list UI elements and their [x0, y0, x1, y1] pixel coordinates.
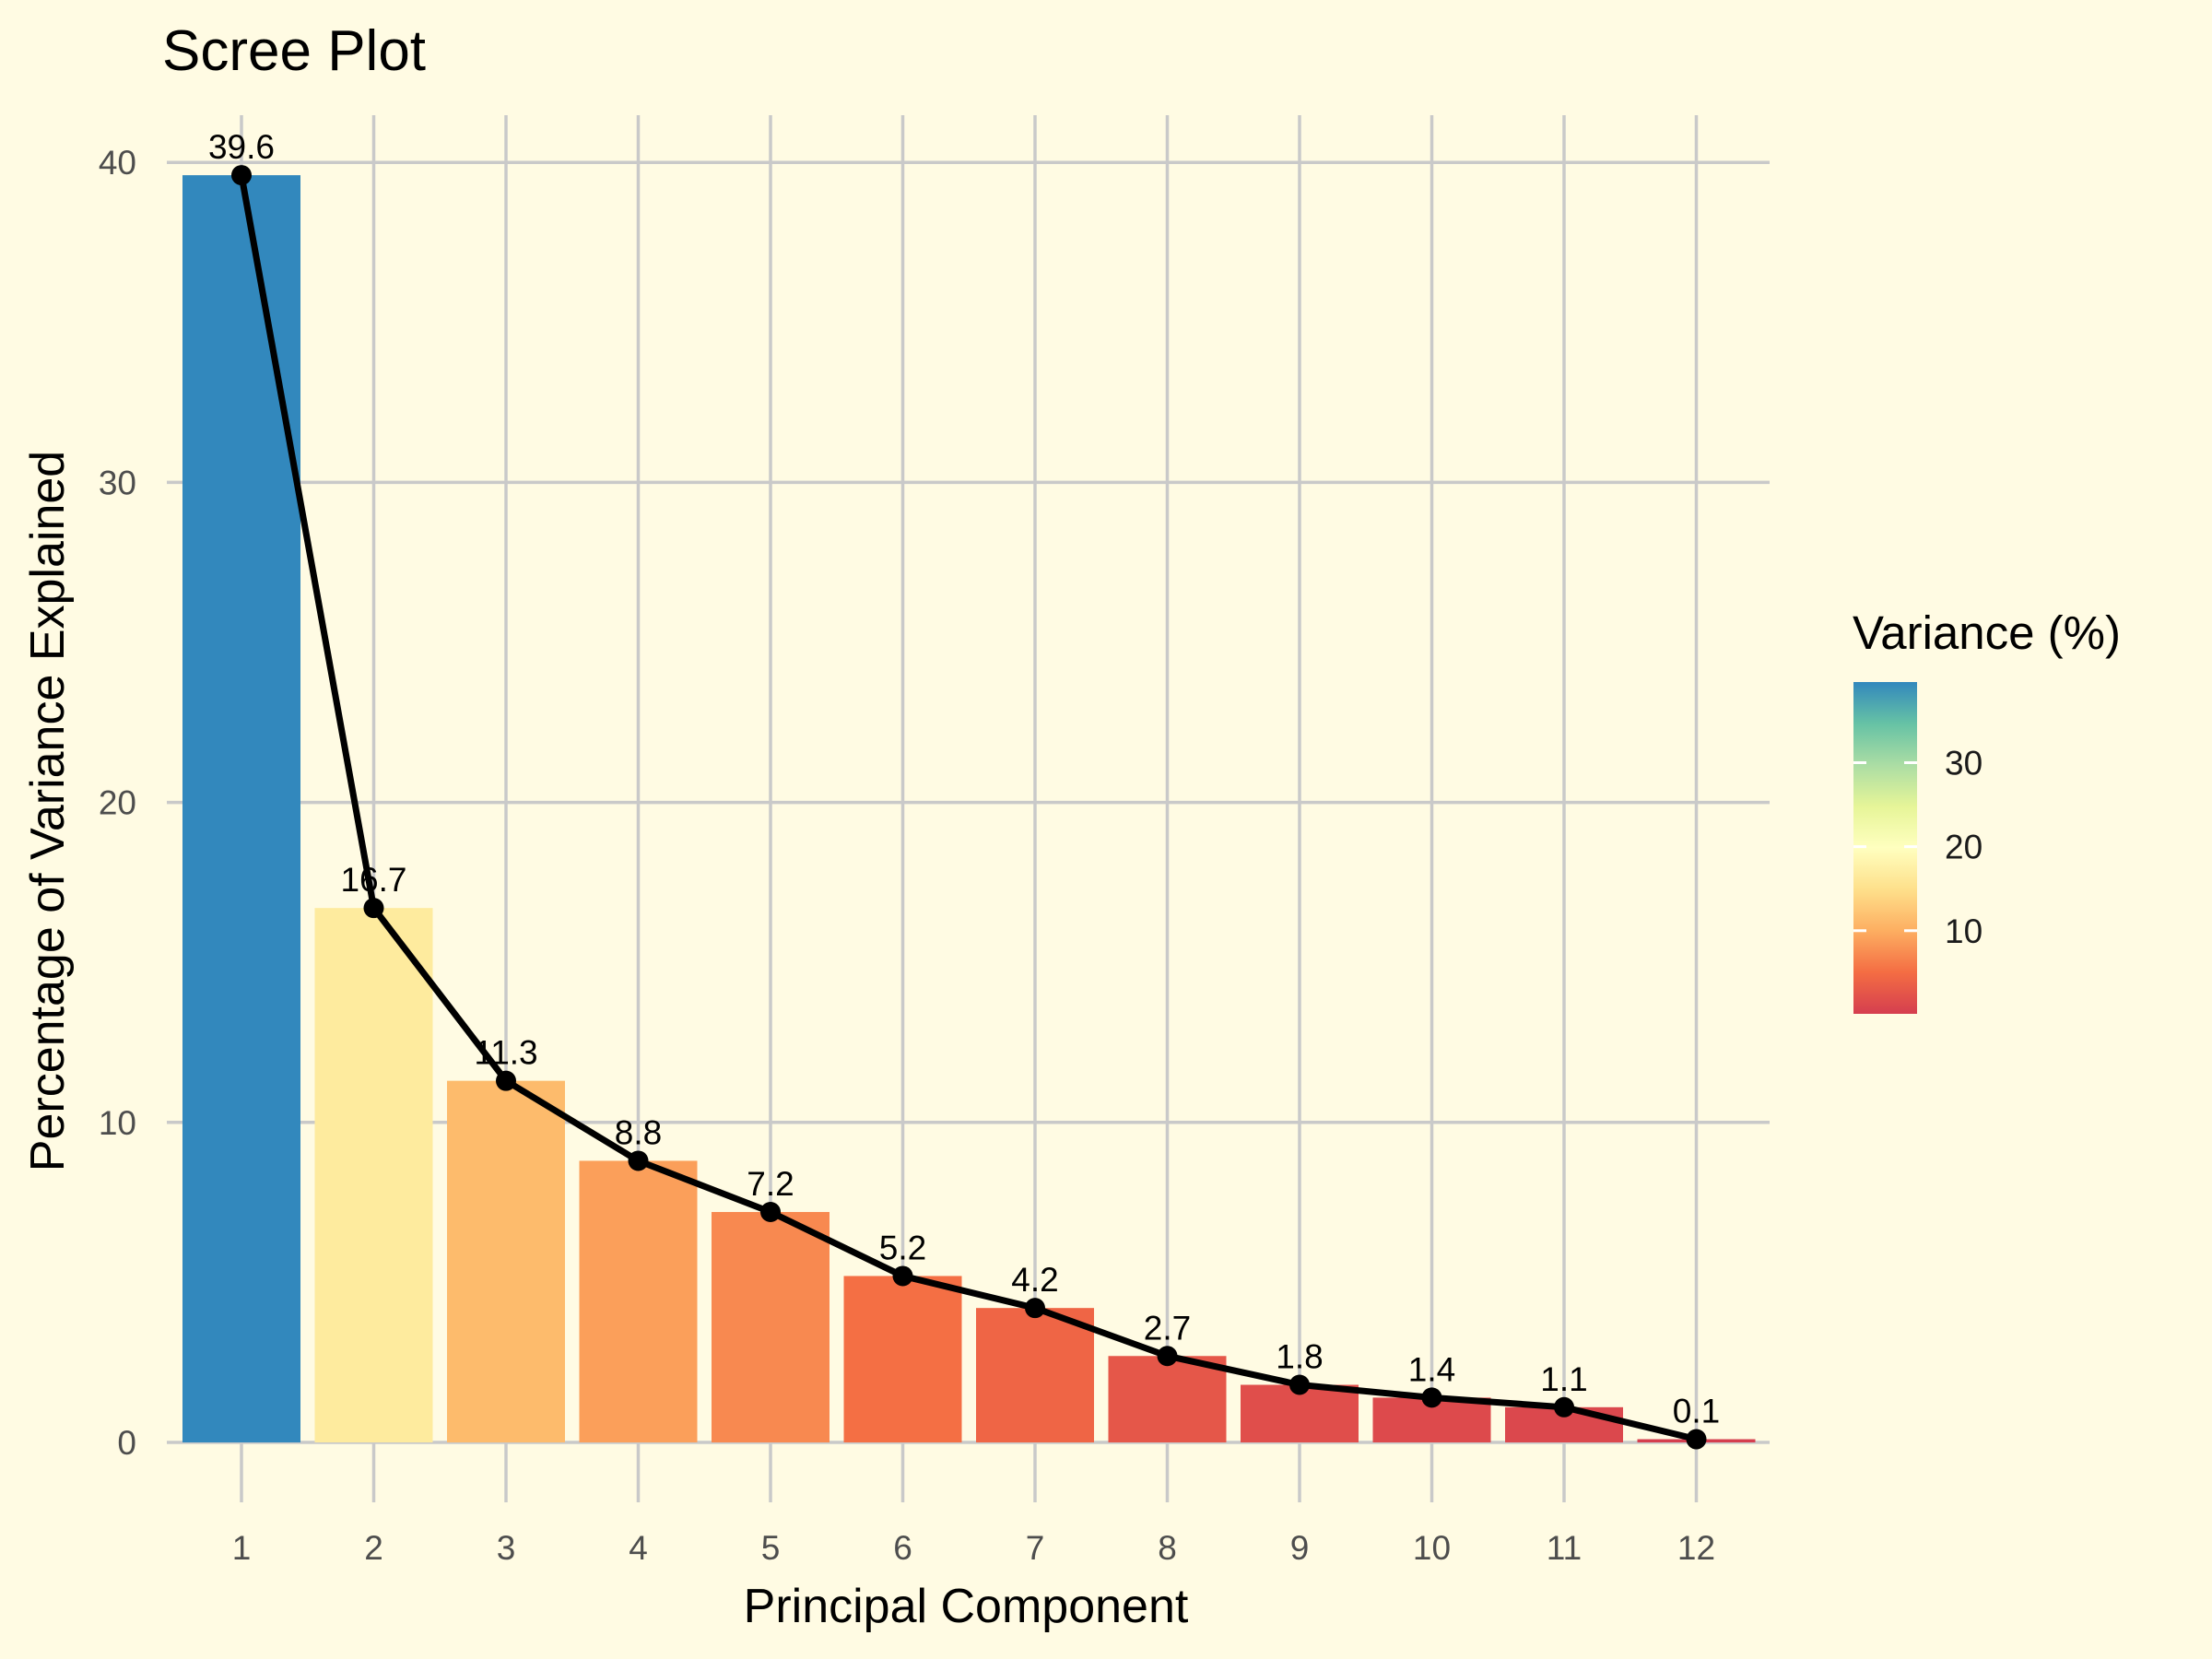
y-tick-label: 40 — [99, 144, 136, 182]
y-tick-label: 20 — [99, 784, 136, 822]
legend-tick-label: 30 — [1945, 744, 1983, 782]
data-label: 5.2 — [879, 1229, 926, 1266]
legend: Variance (%) 10 20 30 — [1853, 606, 2121, 1014]
y-gridlines — [167, 160, 1770, 1444]
x-tick-label: 3 — [497, 1529, 516, 1567]
data-point — [363, 898, 384, 919]
data-label: 7.2 — [747, 1165, 794, 1203]
data-point — [628, 1150, 649, 1171]
data-point — [892, 1265, 913, 1287]
data-label: 0.1 — [1673, 1393, 1720, 1430]
bar — [447, 1080, 565, 1442]
legend-tick-label: 10 — [1945, 912, 1983, 950]
bar — [1108, 1356, 1227, 1442]
bar — [314, 908, 433, 1442]
data-point — [1025, 1298, 1045, 1319]
x-tick-label: 9 — [1290, 1529, 1310, 1567]
x-tick-label: 6 — [893, 1529, 912, 1567]
bar — [712, 1212, 830, 1442]
y-axis-title: Percentage of Variance Explained — [21, 451, 75, 1171]
data-point — [1157, 1346, 1178, 1367]
x-tick-label: 2 — [364, 1529, 383, 1567]
variance-points — [231, 165, 1707, 1450]
data-label: 2.7 — [1144, 1309, 1191, 1347]
x-tick-label: 5 — [761, 1529, 781, 1567]
x-tick-label: 7 — [1026, 1529, 1045, 1567]
legend-title: Variance (%) — [1853, 606, 2121, 659]
x-tick-label: 4 — [629, 1529, 648, 1567]
data-point — [1421, 1387, 1442, 1408]
data-point — [1289, 1374, 1310, 1395]
x-axis-title: Principal Component — [744, 1580, 1189, 1633]
data-point — [760, 1202, 781, 1223]
x-tick-label: 11 — [1547, 1529, 1582, 1567]
data-label: 16.7 — [340, 861, 406, 899]
data-label: 11.3 — [474, 1034, 537, 1072]
x-tick-label: 1 — [232, 1529, 252, 1567]
y-tick-label: 30 — [99, 464, 136, 501]
legend-ticks: 10 20 30 — [1853, 744, 1983, 950]
data-label: 39.6 — [208, 128, 275, 166]
data-point — [1686, 1429, 1707, 1450]
bar — [976, 1308, 1094, 1442]
data-label: 8.8 — [615, 1113, 662, 1151]
x-tick-label: 10 — [1413, 1529, 1451, 1567]
data-label: 1.4 — [1408, 1350, 1455, 1388]
data-label: 1.1 — [1540, 1360, 1587, 1398]
bar — [843, 1276, 962, 1442]
data-point — [496, 1070, 516, 1091]
x-tick-label: 12 — [1677, 1529, 1715, 1567]
data-point — [231, 165, 252, 186]
x-tick-label: 8 — [1158, 1529, 1177, 1567]
x-gridlines — [240, 115, 1699, 1502]
variance-line — [238, 174, 1698, 1442]
y-tick-label: 0 — [117, 1424, 136, 1462]
chart-title: Scree Plot — [162, 19, 426, 83]
x-tick-labels: 1 2 3 4 5 6 7 8 9 10 11 12 — [232, 1529, 1715, 1567]
data-labels: 39.6 16.7 11.3 8.8 7.2 5.2 4.2 2.7 1.8 1.4 1.1 0.1 — [208, 128, 1720, 1430]
bars — [182, 175, 1756, 1442]
y-tick-labels: 0 10 20 30 40 — [99, 144, 136, 1462]
legend-tick-label: 20 — [1945, 829, 1983, 866]
bar — [182, 175, 300, 1442]
data-label: 4.2 — [1011, 1261, 1058, 1299]
data-label: 1.8 — [1276, 1338, 1323, 1376]
data-point — [1554, 1396, 1574, 1418]
bar — [579, 1160, 698, 1442]
y-tick-label: 10 — [99, 1104, 136, 1142]
